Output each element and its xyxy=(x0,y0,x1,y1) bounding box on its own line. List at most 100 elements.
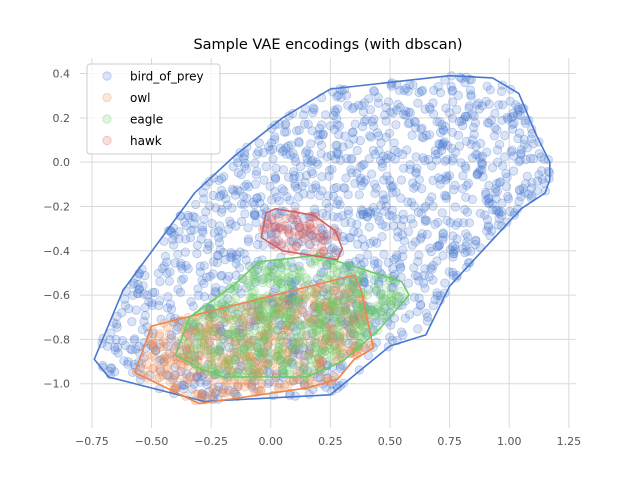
scatter-point xyxy=(290,314,300,325)
scatter-point xyxy=(165,267,175,277)
scatter-point xyxy=(410,123,420,133)
scatter-point xyxy=(332,140,342,150)
scatter-point xyxy=(277,184,287,194)
scatter-point xyxy=(354,326,365,336)
scatter-point xyxy=(262,360,272,370)
scatter-point xyxy=(151,346,161,356)
scatter-point xyxy=(192,331,202,341)
scatter-point xyxy=(328,324,338,335)
scatter-point xyxy=(231,312,241,322)
scatter-point xyxy=(242,179,252,189)
scatter-point xyxy=(188,319,198,329)
scatter-point xyxy=(321,329,331,340)
scatter-point xyxy=(420,216,430,226)
scatter-point xyxy=(231,332,241,342)
scatter-point xyxy=(196,234,206,244)
scatter-point xyxy=(267,358,277,368)
scatter-point xyxy=(460,111,470,122)
scatter-point xyxy=(381,154,391,164)
scatter-point xyxy=(358,270,368,280)
scatter-point xyxy=(326,330,336,340)
scatter-point xyxy=(272,296,283,307)
scatter-point xyxy=(271,366,281,376)
scatter-point xyxy=(302,154,312,164)
scatter-point xyxy=(362,211,372,221)
scatter-point xyxy=(216,190,226,200)
scatter-point xyxy=(283,334,293,345)
scatter-point xyxy=(432,256,442,266)
scatter-point xyxy=(312,307,322,317)
scatter-point xyxy=(343,205,353,216)
scatter-point xyxy=(353,100,364,110)
scatter-point xyxy=(212,331,222,342)
scatter-point xyxy=(309,204,320,214)
scatter-point xyxy=(258,353,268,363)
scatter-point xyxy=(191,319,201,329)
scatter-point xyxy=(313,373,323,383)
scatter-point xyxy=(163,292,173,302)
scatter-point xyxy=(349,309,359,319)
scatter-point xyxy=(512,110,523,120)
scatter-point xyxy=(252,149,262,159)
scatter-point xyxy=(156,366,166,377)
scatter-point xyxy=(291,344,301,355)
scatter-point xyxy=(148,287,158,298)
x-tick-label: −0.75 xyxy=(75,435,109,448)
scatter-point xyxy=(230,325,240,335)
scatter-point xyxy=(185,335,195,345)
scatter-point xyxy=(250,158,260,168)
scatter-point xyxy=(184,337,194,347)
scatter-point xyxy=(414,175,424,185)
scatter-point xyxy=(322,290,332,300)
scatter-point xyxy=(470,239,480,250)
scatter-point xyxy=(299,364,309,375)
scatter-point xyxy=(193,315,203,325)
scatter-point xyxy=(348,316,358,327)
scatter-point xyxy=(446,143,457,153)
scatter-point xyxy=(361,175,371,185)
scatter-point xyxy=(243,362,253,372)
scatter-point xyxy=(326,333,336,344)
scatter-point xyxy=(189,219,200,229)
scatter-point xyxy=(471,235,481,245)
scatter-point xyxy=(236,328,246,338)
scatter-point xyxy=(178,362,188,372)
scatter-point xyxy=(316,312,327,322)
scatter-point xyxy=(287,215,298,225)
scatter-point xyxy=(338,305,348,315)
scatter-point xyxy=(379,302,389,312)
scatter-point xyxy=(437,208,447,218)
scatter-point xyxy=(513,104,523,115)
scatter-point xyxy=(505,206,515,217)
scatter-point xyxy=(199,291,209,302)
scatter-point xyxy=(244,352,254,362)
scatter-point xyxy=(189,350,199,360)
scatter-point xyxy=(328,332,338,342)
scatter-point xyxy=(271,209,281,219)
scatter-point xyxy=(237,353,247,363)
scatter-point xyxy=(162,370,172,380)
scatter-point xyxy=(155,355,165,365)
scatter-point xyxy=(394,85,404,95)
scatter-point xyxy=(322,231,332,241)
scatter-point xyxy=(332,149,342,159)
scatter-point xyxy=(235,356,245,366)
scatter-point xyxy=(497,198,507,208)
scatter-point xyxy=(155,364,165,375)
scatter-point xyxy=(186,345,196,356)
scatter-point xyxy=(359,241,370,251)
scatter-point xyxy=(275,320,285,331)
scatter-point xyxy=(344,297,354,307)
scatter-point xyxy=(463,178,473,188)
scatter-point xyxy=(381,222,391,232)
scatter-point xyxy=(275,350,285,360)
scatter-point xyxy=(465,258,475,268)
scatter-point xyxy=(458,218,469,228)
scatter-point xyxy=(291,300,301,311)
scatter-point xyxy=(266,195,277,205)
scatter-point xyxy=(255,198,265,208)
scatter-point xyxy=(295,171,305,181)
scatter-point xyxy=(482,118,493,128)
scatter-point xyxy=(433,242,443,252)
scatter-point xyxy=(209,228,219,238)
